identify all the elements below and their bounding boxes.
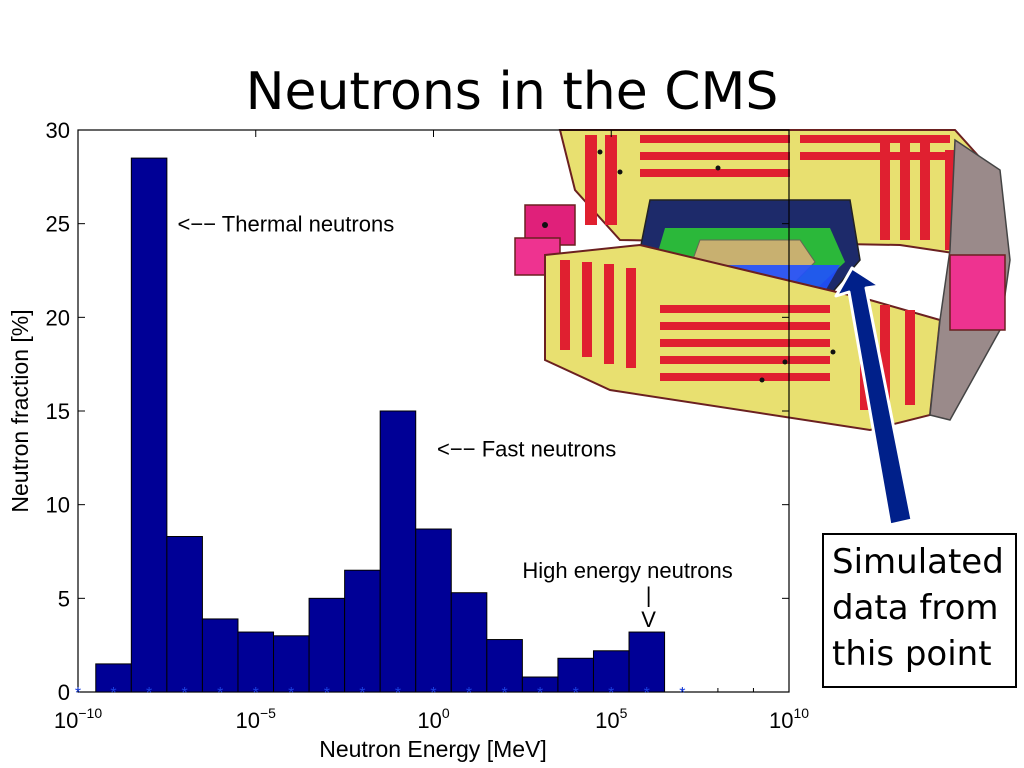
histogram-bar (237, 631, 275, 693)
histogram-bar (557, 657, 594, 693)
histogram-bars (95, 157, 666, 693)
histogram-bar (273, 635, 310, 693)
x-tick-label: 105 (595, 705, 627, 733)
annotations: <−− Thermal neutrons <−− Fast neutrons Hig… (178, 212, 733, 632)
y-tick-label: 5 (58, 586, 70, 611)
annotation: | (646, 583, 652, 608)
y-tick-label: 30 (46, 118, 70, 143)
bin-marker: * (537, 685, 543, 702)
annotation: <−− Fast neutrons (437, 436, 616, 461)
annotation: <−− Thermal neutrons (178, 212, 395, 237)
bin-marker: * (253, 685, 259, 702)
simulated-data-note: Simulated data from this point (822, 533, 1017, 688)
x-tick-label: 10−5 (236, 705, 277, 733)
cms-detector-illustration (514, 129, 1011, 432)
y-tick-label: 25 (46, 212, 70, 237)
histogram-bar (379, 410, 417, 693)
bin-marker: * (679, 685, 685, 702)
slide-title: Neutrons in the CMS (245, 62, 779, 122)
annotation: V (641, 607, 656, 632)
bin-marker: * (217, 685, 223, 702)
histogram-bar (166, 536, 203, 693)
histogram-bar (628, 631, 666, 693)
y-tick-label: 15 (46, 399, 70, 424)
x-tick-label: 10−10 (54, 705, 102, 733)
bin-marker: * (146, 685, 152, 702)
bin-marker: * (608, 685, 614, 702)
histogram-bar (450, 592, 488, 693)
y-tick-label: 10 (46, 493, 70, 518)
x-axis-label: Neutron Energy [MeV] (319, 736, 547, 762)
bin-marker: * (359, 685, 365, 702)
pointer-arrow (834, 266, 914, 527)
annotation: High energy neutrons (522, 558, 732, 583)
bin-marker: * (644, 685, 650, 702)
bin-marker: * (110, 685, 116, 702)
note-line: this point (832, 634, 992, 674)
x-tick-label: 100 (417, 705, 449, 733)
y-axis-label: Neutron fraction [%] (7, 309, 33, 512)
bin-markers: * * * * * * * * * * * * * * * * * * (75, 685, 686, 702)
bin-marker: * (466, 685, 472, 702)
bin-marker: * (430, 685, 436, 702)
bin-marker: * (395, 685, 401, 702)
bin-marker: * (288, 685, 294, 702)
histogram-bar (201, 618, 239, 693)
note-line: Simulated (832, 542, 1004, 582)
histogram-bar (415, 528, 452, 693)
histogram-bar (308, 597, 346, 693)
note-line: data from (832, 588, 999, 628)
bin-marker: * (75, 685, 81, 702)
bin-marker: * (501, 685, 507, 702)
bin-marker: * (573, 685, 579, 702)
histogram-bar (486, 639, 523, 693)
y-axis: 0 5 10 15 20 25 30 (46, 118, 789, 705)
y-tick-label: 20 (46, 305, 70, 330)
bin-marker: * (182, 685, 188, 702)
histogram-bar (344, 569, 381, 693)
bin-marker: * (324, 685, 330, 702)
x-tick-label: 1010 (769, 705, 809, 733)
y-tick-label: 0 (58, 680, 70, 705)
histogram-bar (130, 157, 168, 693)
